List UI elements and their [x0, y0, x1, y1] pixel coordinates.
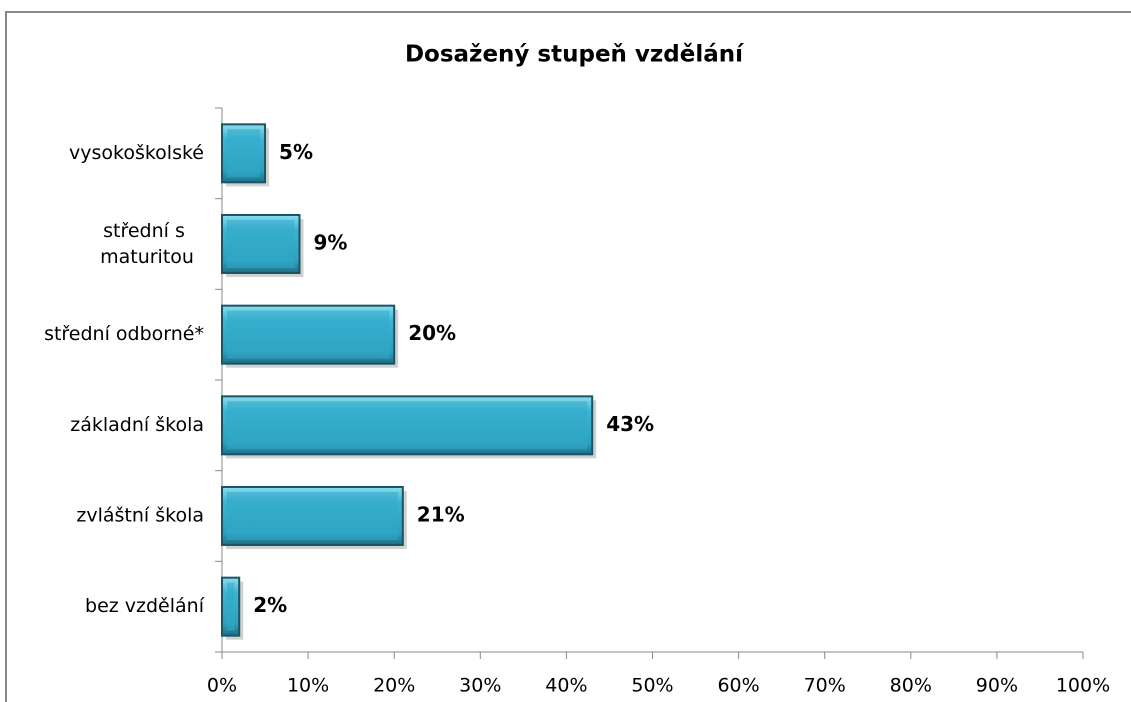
bar-bevel [227, 220, 295, 268]
x-tick-label: 50% [631, 675, 673, 697]
bar-bevel [227, 129, 261, 178]
x-tick-label: 30% [459, 675, 501, 697]
bar-bevel [227, 401, 588, 450]
x-tick-label: 40% [545, 675, 587, 697]
value-label: 5% [279, 140, 313, 164]
x-tick-label: 10% [287, 675, 329, 697]
value-label: 2% [253, 593, 287, 617]
bar-bevel [227, 582, 235, 631]
y-tick-label: vysokoškolské [69, 142, 204, 164]
chart-title: Dosažený stupeň vzdělání [405, 42, 744, 68]
x-tick-label: 0% [207, 675, 237, 697]
x-tick-label: 90% [976, 675, 1018, 697]
value-label: 43% [606, 412, 654, 436]
y-tick-label: střední s maturitou [94, 220, 194, 268]
y-tick-label: základní škola [70, 414, 204, 436]
value-label: 21% [417, 503, 465, 527]
bar-bevel [227, 310, 390, 359]
x-tick-label: 80% [890, 675, 932, 697]
value-label: 20% [408, 321, 456, 345]
value-label: 9% [313, 231, 347, 255]
y-tick-label: zvláštní škola [76, 505, 204, 527]
frame [5, 11, 1131, 702]
y-tick-label: bez vzdělání [85, 595, 205, 617]
x-tick-label: 70% [804, 675, 846, 697]
x-tick-label: 60% [717, 675, 759, 697]
y-tick-label: střední odborné* [44, 323, 204, 345]
x-tick-label: 100% [1056, 675, 1110, 697]
x-tick-label: 20% [373, 675, 415, 697]
bar-bevel [227, 492, 398, 540]
